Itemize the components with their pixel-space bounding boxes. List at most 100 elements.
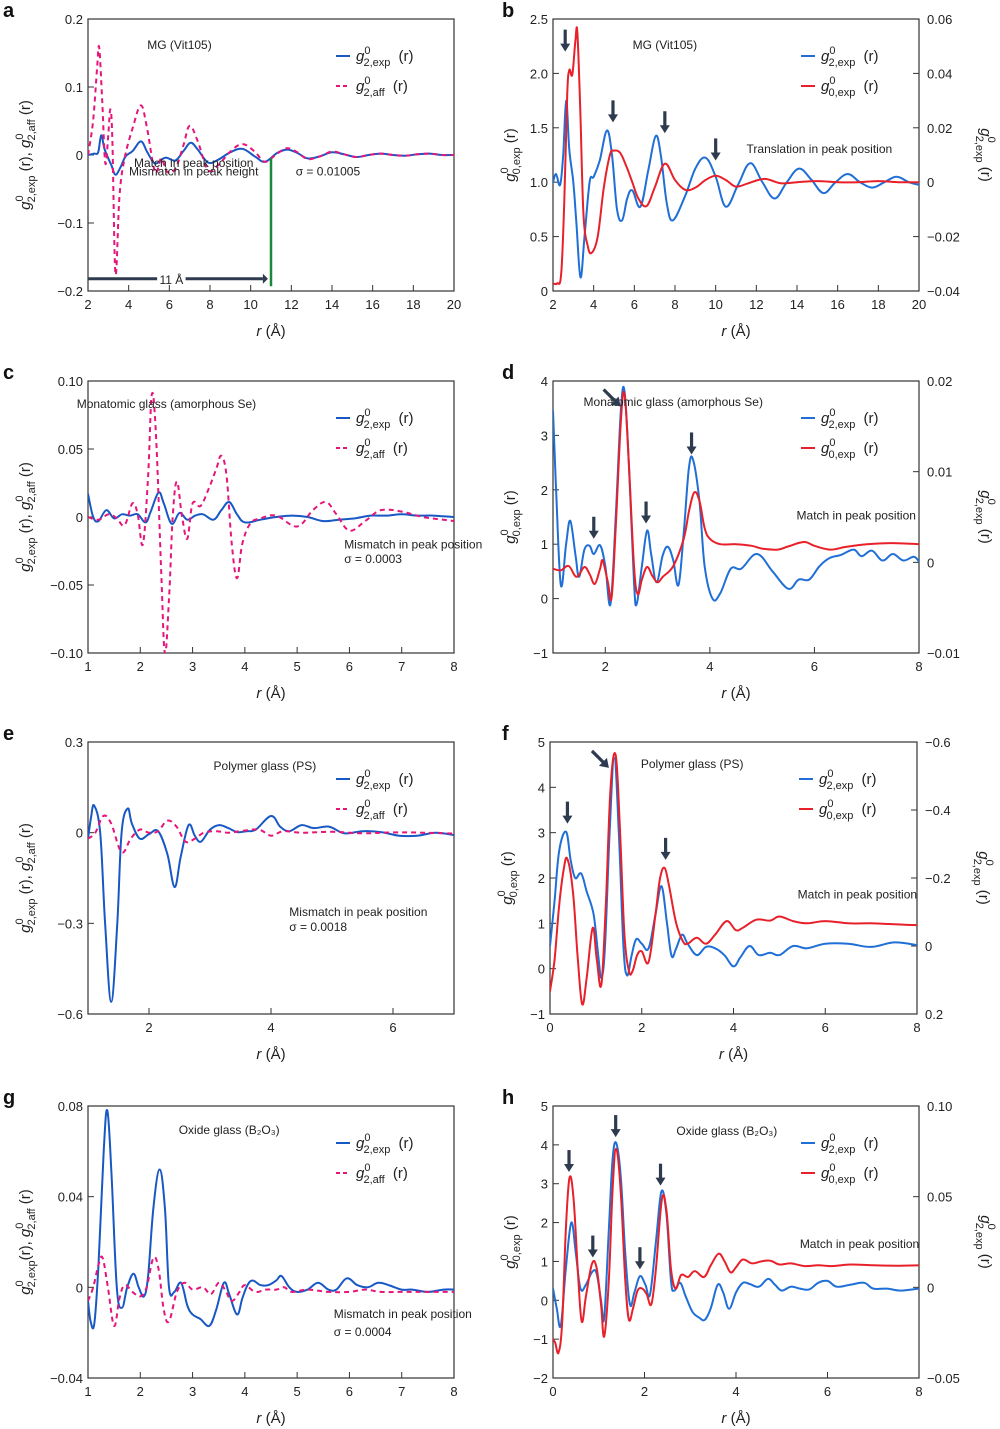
y-axis-label: g02,exp (r), g02,aff (r) — [14, 100, 38, 210]
sigma-value: σ = 0.0018 — [289, 920, 347, 934]
axis-label-part: g — [975, 851, 992, 860]
legend-symbol: g — [819, 771, 828, 788]
y-right-tick-label: 0.02 — [927, 121, 952, 136]
legend-label-g2-exp: g0 2,exp (r) — [821, 1132, 879, 1156]
series-line-g0-exp — [553, 1147, 919, 1355]
legend-label-g2-aff: g0 2,aff (r) — [356, 798, 408, 822]
legend-label-g2-aff: g0 2,aff (r) — [356, 1162, 408, 1186]
legend-subscript: 2,aff — [363, 810, 385, 822]
x-tick-label: 12 — [284, 297, 298, 312]
axis-label-part: (r) — [17, 1189, 34, 1208]
axis-label-part: (Å) — [726, 1410, 750, 1427]
legend-symbol: g — [356, 801, 365, 818]
panel-e: e2 4 6−0.6−0.300.3r (Å)g02,exp (r), g02,af… — [3, 723, 455, 1063]
y-axis-label-left: g00,exp (r) — [499, 1215, 523, 1269]
y-tick-label: 0 — [76, 510, 83, 525]
legend-superscript: 0 — [364, 75, 370, 87]
y-right-tick-label: −0.2 — [925, 871, 951, 886]
y-tick-label: −0.6 — [57, 1007, 83, 1022]
y-tick-label: −0.10 — [50, 646, 83, 661]
legend-argument: (r) — [859, 78, 878, 95]
legend-symbol: g — [356, 410, 365, 427]
y-tick-label: 0 — [541, 592, 548, 607]
series-line-g2-exp — [88, 803, 454, 1003]
axis-label-part: r — [721, 685, 727, 702]
axis-label-part: (Å) — [726, 323, 750, 340]
y-right-tick-label: 0.2 — [925, 1007, 943, 1022]
legend-subscript: 2,aff — [363, 87, 385, 99]
y-right-tick-label: 0 — [927, 555, 934, 570]
axis-label-part: r — [256, 1046, 262, 1063]
series-line-g2-exp — [553, 385, 919, 607]
axis-label-part: (Å) — [261, 1410, 285, 1427]
peak-arrow-head — [710, 152, 721, 161]
y-tick-label: 2 — [541, 483, 548, 498]
x-tick-label: 2 — [602, 659, 609, 674]
x-tick-label: 5 — [294, 659, 301, 674]
axis-label-part: 0 — [499, 529, 511, 535]
axis-label-part: 0 — [14, 1280, 26, 1286]
series-group — [550, 752, 917, 1006]
x-tick-label: 4 — [267, 1020, 274, 1035]
x-tick-label: 2 — [641, 1384, 648, 1399]
series-group — [88, 45, 454, 276]
legend-argument: (r) — [857, 801, 876, 818]
axis-label-part: 2,exp — [26, 898, 38, 925]
legend-label-g2-exp: g0 2,exp (r) — [821, 407, 879, 431]
x-axis-label: r (Å) — [721, 685, 750, 702]
peak-arrow-head — [659, 125, 670, 134]
legend-argument: (r) — [859, 48, 878, 65]
x-tick-label: 7 — [398, 1384, 405, 1399]
y-right-tick-label: −0.02 — [927, 230, 960, 245]
axis-label-part: 0 — [496, 890, 508, 896]
axis-label-part: 0 — [14, 918, 26, 924]
axis-label-part: g — [17, 924, 34, 933]
legend-subscript: 2,exp — [363, 419, 390, 431]
y-tick-label: 0.10 — [58, 374, 83, 389]
series-line-g2-exp — [550, 756, 917, 979]
legend-symbol: g — [356, 48, 365, 65]
x-tick-label: 16 — [365, 297, 379, 312]
series-line-g2-aff — [88, 814, 454, 854]
y-right-tick-label: −0.05 — [927, 1371, 960, 1386]
axis-label-part: (Å) — [724, 1046, 748, 1063]
y-tick-label: 0.3 — [65, 735, 83, 750]
y-tick-label: −1 — [533, 1332, 548, 1347]
peak-arrow-diagonal-head — [610, 396, 621, 407]
legend-subscript: 2,exp — [363, 57, 390, 69]
legend-superscript: 0 — [364, 45, 370, 57]
y-right-tick-label: 0 — [925, 939, 932, 954]
peak-arrow-diagonal-head — [598, 757, 609, 768]
axis-label-part: g — [502, 173, 519, 182]
legend-argument: (r) — [389, 1165, 408, 1182]
axis-label-part: 0 — [14, 857, 26, 863]
legend-superscript: 0 — [827, 798, 833, 810]
x-tick-label: 8 — [450, 659, 457, 674]
axis-label-part: 0,exp — [511, 509, 523, 536]
y-axis-label: g02,exp(r), g02,aff (r) — [14, 1189, 38, 1295]
axis-label-part: g — [502, 1260, 519, 1269]
x-tick-label: 6 — [631, 297, 638, 312]
panel-title: MG (Vit105) — [633, 38, 697, 52]
annotation-note1: Translation in peak position — [747, 142, 893, 156]
legend-superscript: 0 — [364, 1162, 370, 1174]
axis-label-part: 0 — [983, 860, 995, 866]
legend-symbol: g — [356, 1135, 365, 1152]
y-tick-label: 4 — [541, 374, 548, 389]
panel-label: f — [502, 723, 509, 745]
y-axis-label-left: g00,exp (r) — [499, 128, 523, 182]
x-tick-label: 18 — [871, 297, 885, 312]
axis-label-part: 2,aff — [26, 841, 38, 863]
legend-symbol: g — [821, 410, 830, 427]
panel-title: Polymer glass (PS) — [214, 759, 317, 773]
series-line-g2-aff — [88, 391, 454, 653]
x-tick-label: 8 — [450, 1384, 457, 1399]
distance-label: 11 Å — [159, 272, 183, 287]
plot-frame — [552, 18, 920, 292]
series-line-g0-exp — [553, 26, 919, 286]
axis-label-part: (r) — [502, 490, 519, 509]
peak-arrow-head — [610, 1129, 621, 1138]
axis-label-part: (r) — [17, 100, 34, 119]
y-tick-label: −0.04 — [50, 1371, 83, 1386]
